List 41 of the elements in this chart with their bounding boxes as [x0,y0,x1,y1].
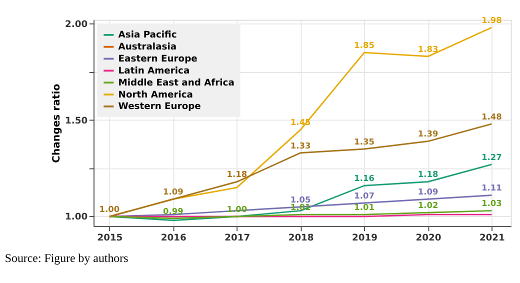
y-axis-title: Changes ratio [51,84,62,163]
legend-label: Middle East and Africa [118,77,234,88]
legend-label: Latin America [118,65,190,76]
data-label: 1.33 [290,140,312,150]
legend-label: Asia Pacific [118,30,177,41]
data-label: 1.83 [418,44,438,54]
text: 2.00 [64,18,88,30]
data-label: 1.27 [482,152,502,162]
data-label: 1.05 [290,194,312,204]
source-note: Source: Figure by authors [4,250,129,265]
data-label: 1.07 [354,190,375,200]
data-label: 1.03 [482,198,502,208]
text: 1.50 [64,115,88,126]
text: 1.00 [64,212,88,223]
x-tick-label: 2021 [479,232,505,244]
legend-label: Western Europe [118,101,201,112]
data-label: 1.09 [163,186,184,197]
legend-label: Eastern Europe [118,54,198,65]
data-label: 1.35 [354,136,375,146]
data-label: 1.01 [290,202,312,212]
data-label: 1.98 [482,14,502,25]
data-label: 1.01 [354,202,375,212]
data-label: 1.16 [354,173,375,184]
legend-label: North America [118,89,193,100]
data-label: 1.00 [99,204,120,214]
x-tick-label: 2020 [416,232,442,244]
x-tick-label: 2018 [288,232,314,244]
x-tick-label: 2017 [224,232,250,244]
x-tick-label: 2019 [352,232,378,244]
legend-label: Australasia [118,42,177,53]
data-label: 1.48 [482,111,502,122]
x-tick-label: 2015 [97,232,123,244]
data-label: 1.09 [418,186,438,197]
data-label: 1.18 [226,169,248,180]
data-label: 1.11 [482,182,502,193]
data-label: 1.18 [418,169,438,180]
x-tick-label: 2016 [160,232,186,244]
data-label: 1.02 [418,200,438,210]
data-label: 0.99 [163,206,184,216]
data-label: 1.39 [418,128,438,139]
data-label: 1.85 [354,40,375,50]
